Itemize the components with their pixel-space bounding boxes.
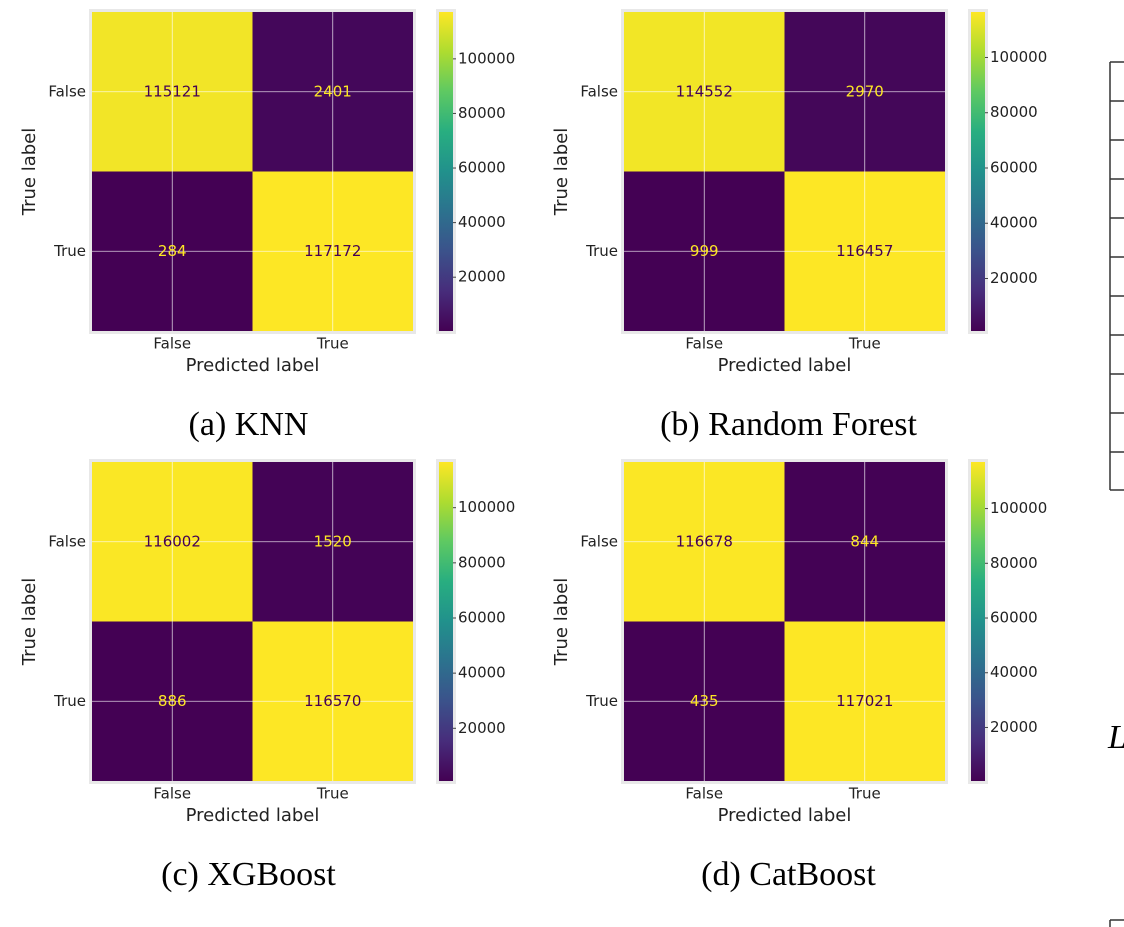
cell-label: 2401 <box>314 82 352 100</box>
caption: (a) KNN <box>189 406 309 443</box>
colorbar-tick-label: 60000 <box>990 158 1038 176</box>
y-tick-label: False <box>48 82 86 100</box>
colorbar-tick-label: 80000 <box>458 553 506 571</box>
colorbar-tick-label: 80000 <box>990 103 1038 121</box>
x-tick-label: False <box>685 785 723 803</box>
colorbar-tick-label: 100000 <box>458 49 515 67</box>
colorbar-tick-label: 80000 <box>458 104 506 122</box>
colorbar <box>439 12 453 331</box>
side-table <box>1109 61 1124 927</box>
colorbar-tick-label: 100000 <box>458 498 515 516</box>
colorbar-tick-label: 20000 <box>458 268 506 286</box>
colorbar-tick-label: 60000 <box>458 608 506 626</box>
x-axis-label: Predicted label <box>186 805 320 826</box>
cell-label: 1520 <box>314 532 352 550</box>
y-axis-label: True label <box>19 578 40 667</box>
x-tick-label: True <box>848 335 881 353</box>
x-tick-label: True <box>848 785 881 803</box>
cell-label: 284 <box>158 242 187 260</box>
cell-label: 116457 <box>836 242 893 260</box>
cell-label: 435 <box>690 692 719 710</box>
cell-label: 844 <box>850 532 879 550</box>
colorbar-tick-label: 60000 <box>990 609 1038 627</box>
colorbar-tick-label: 60000 <box>458 159 506 177</box>
colorbar-tick-label: 40000 <box>458 664 506 682</box>
y-axis-label: True label <box>551 128 572 217</box>
cell-label: 886 <box>158 692 187 710</box>
y-tick-label: False <box>580 532 618 550</box>
y-tick-label: False <box>48 532 86 550</box>
colorbar <box>971 462 985 781</box>
colorbar-tick-label: 20000 <box>990 269 1038 287</box>
x-axis-label: Predicted label <box>718 355 852 376</box>
x-tick-label: False <box>153 785 191 803</box>
y-tick-label: False <box>580 82 618 100</box>
cell-label: 116678 <box>676 532 733 550</box>
y-axis-label: True label <box>19 128 40 217</box>
y-tick-label: True <box>53 242 86 260</box>
colorbar-tick-label: 40000 <box>990 663 1038 681</box>
x-tick-label: True <box>316 335 349 353</box>
caption: (b) Random Forest <box>660 406 917 443</box>
x-tick-label: False <box>685 335 723 353</box>
colorbar-tick-label: 20000 <box>458 719 506 737</box>
caption: (c) XGBoost <box>161 856 336 893</box>
cell-label: 117021 <box>836 692 893 710</box>
colorbar-tick-label: 100000 <box>990 48 1047 66</box>
colorbar-tick-label: 100000 <box>990 499 1047 517</box>
colorbar-tick-label: 40000 <box>458 213 506 231</box>
cell-label: 116570 <box>304 692 361 710</box>
cell-label: 116002 <box>144 532 201 550</box>
y-axis-label: True label <box>551 578 572 667</box>
colorbar <box>971 12 985 331</box>
cell-label: 115121 <box>144 82 201 100</box>
y-tick-label: True <box>585 242 618 260</box>
x-tick-label: False <box>153 335 191 353</box>
cell-label: 2970 <box>846 82 884 100</box>
x-axis-label: Predicted label <box>186 355 320 376</box>
cell-label: 117172 <box>304 242 361 260</box>
cell-label: 999 <box>690 242 719 260</box>
x-axis-label: Predicted label <box>718 805 852 826</box>
colorbar-tick-label: 20000 <box>990 718 1038 736</box>
y-tick-label: True <box>585 692 618 710</box>
x-tick-label: True <box>316 785 349 803</box>
colorbar-tick-label: 80000 <box>990 554 1038 572</box>
colorbar-tick-label: 40000 <box>990 214 1038 232</box>
y-tick-label: True <box>53 692 86 710</box>
side-text: L <box>1107 719 1124 756</box>
caption: (d) CatBoost <box>701 856 876 893</box>
colorbar <box>439 462 453 781</box>
cell-label: 114552 <box>676 82 733 100</box>
